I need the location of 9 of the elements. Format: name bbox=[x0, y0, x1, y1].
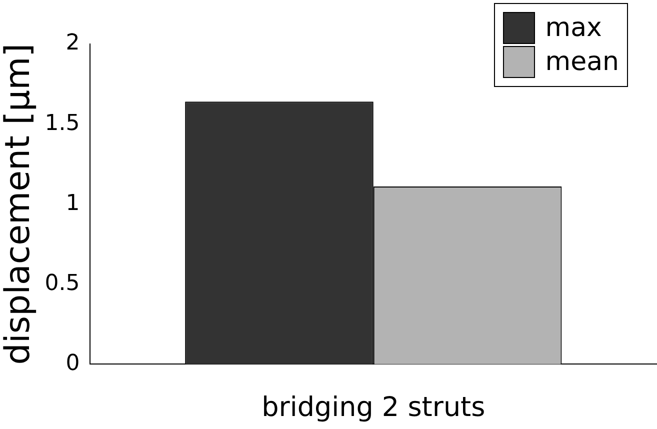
legend-label: mean bbox=[545, 47, 619, 77]
y-tick-label: 2 bbox=[66, 30, 80, 56]
y-axis-title: displacement [µm] bbox=[0, 43, 38, 365]
y-tick-label: 0 bbox=[66, 350, 80, 376]
x-axis-title: bridging 2 struts bbox=[262, 392, 486, 423]
y-tick-label: 0.5 bbox=[44, 270, 80, 296]
legend-label: max bbox=[545, 13, 602, 43]
y-tick-label: 1 bbox=[66, 190, 80, 216]
y-tick-label: 1.5 bbox=[44, 110, 80, 136]
